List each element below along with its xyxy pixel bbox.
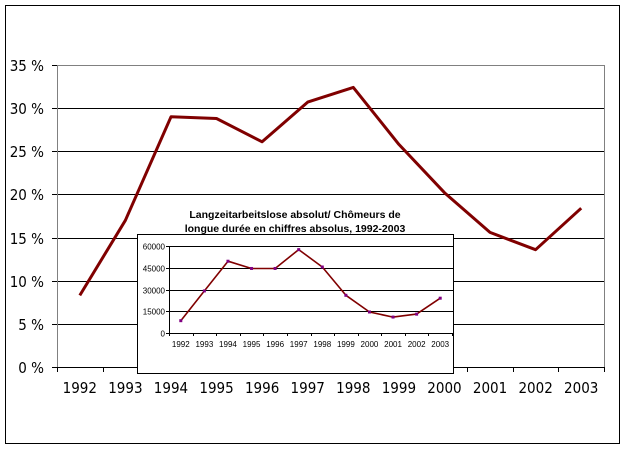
y-tick-label: 45000	[143, 264, 166, 273]
x-tick-label: 2002	[408, 340, 426, 349]
data-point	[202, 289, 206, 293]
y-tick-label: 30000	[143, 286, 166, 295]
data-point	[344, 293, 348, 297]
x-tick-label: 1992	[63, 379, 97, 397]
x-tick-label: 1996	[266, 340, 284, 349]
x-tick-label: 1998	[313, 340, 331, 349]
y-tick-label: 15 %	[10, 230, 44, 248]
y-tick-label: 10 %	[10, 273, 44, 291]
x-tick-label: 1994	[219, 340, 237, 349]
x-tick-label: 1994	[154, 379, 188, 397]
x-tick-label: 2002	[518, 379, 552, 397]
x-tick-label: 1999	[382, 379, 416, 397]
x-tick-label: 1998	[336, 379, 370, 397]
y-tick-label: 0	[161, 329, 166, 338]
y-tick-label: 20 %	[10, 186, 44, 204]
x-tick-label: 1992	[172, 340, 190, 349]
inset-chart-title-line-2: longue durée en chiffres absolus, 1992-2…	[185, 223, 406, 235]
y-tick-label: 35 %	[10, 57, 44, 75]
data-point	[179, 319, 183, 323]
y-tick-label: 0 %	[18, 359, 44, 377]
x-tick-label: 1997	[291, 379, 325, 397]
x-tick-label: 2001	[384, 340, 402, 349]
x-tick-label: 1993	[108, 379, 142, 397]
data-point	[415, 312, 419, 316]
x-tick-label: 1993	[195, 340, 213, 349]
data-series-line	[78, 85, 583, 297]
y-tick-label: 5 %	[18, 316, 44, 334]
data-point	[367, 310, 371, 314]
x-tick-label: 1995	[199, 379, 233, 397]
x-tick-label: 1996	[245, 379, 279, 397]
x-tick-label: 2000	[427, 379, 461, 397]
x-tick-label: 1999	[337, 340, 355, 349]
x-tick-label: 2000	[361, 340, 379, 349]
y-tick-label: 25 %	[10, 143, 44, 161]
data-series-line	[180, 248, 441, 322]
y-tick-label: 30 %	[10, 100, 44, 118]
data-point	[297, 248, 301, 252]
data-point	[226, 259, 230, 263]
inset-chart-title-line-1: Langzeitarbeitslose absolut/ Chômeurs de	[189, 209, 400, 221]
inset-chart-frame	[137, 234, 454, 374]
data-point	[250, 266, 254, 270]
x-tick-label: 1995	[243, 340, 261, 349]
y-tick-label: 60000	[143, 242, 166, 251]
x-tick-label: 2003	[431, 340, 449, 349]
data-point	[320, 265, 324, 269]
x-tick-label: 1997	[290, 340, 308, 349]
x-tick-label: 2001	[473, 379, 507, 397]
data-point	[391, 315, 395, 319]
x-tick-label: 2003	[564, 379, 598, 397]
data-point	[438, 296, 442, 300]
y-tick-label: 15000	[143, 307, 166, 316]
data-point	[273, 266, 277, 270]
